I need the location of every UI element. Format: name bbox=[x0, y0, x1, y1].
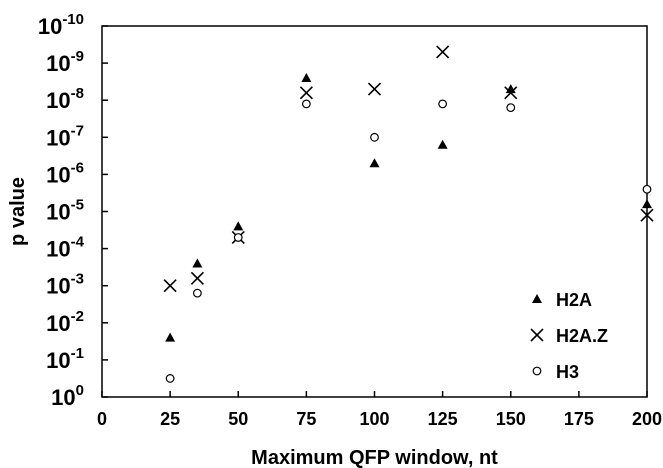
data-point bbox=[301, 72, 312, 82]
data-points bbox=[163, 45, 654, 383]
y-tick-label: 10-6 bbox=[46, 159, 84, 187]
data-point bbox=[192, 258, 203, 268]
y-tick-label: 10-7 bbox=[46, 122, 84, 150]
cross-stroke bbox=[530, 328, 544, 342]
cross-stroke bbox=[190, 271, 204, 285]
data-point bbox=[642, 199, 652, 209]
y-tick-label: 10-3 bbox=[46, 271, 84, 299]
y-tick-label: 10-5 bbox=[46, 197, 84, 225]
x-tick-label: 125 bbox=[428, 409, 458, 429]
data-point bbox=[165, 332, 176, 342]
data-point bbox=[437, 139, 448, 149]
x-axis-ticks: 0 25 50 75 100 125 150 175 200 bbox=[97, 391, 662, 429]
y-axis-title: p value bbox=[7, 177, 29, 246]
data-point bbox=[233, 221, 244, 231]
cross-stroke bbox=[504, 86, 518, 100]
x-tick-label: 200 bbox=[632, 409, 662, 429]
data-point bbox=[299, 86, 313, 100]
y-axis-ticks: 100 10-1 10-2 10-3 10-4 10-5 10-6 10-7 10-8 10-9 1… bbox=[38, 11, 108, 410]
cross-stroke bbox=[299, 86, 313, 100]
y-tick-label: 10-10 bbox=[38, 11, 84, 39]
legend-label: H2A bbox=[556, 290, 592, 310]
y-tick-label: 10-1 bbox=[46, 345, 84, 373]
data-point bbox=[640, 208, 654, 222]
data-point bbox=[367, 82, 382, 96]
data-point bbox=[436, 45, 450, 59]
legend-marker bbox=[532, 294, 542, 303]
data-point bbox=[233, 233, 243, 242]
data-point bbox=[370, 132, 379, 142]
data-point bbox=[301, 99, 311, 109]
cross-stroke bbox=[436, 45, 450, 59]
y-tick-label: 10-2 bbox=[46, 308, 84, 336]
x-tick-label: 25 bbox=[160, 409, 180, 429]
series-h3 bbox=[165, 99, 652, 383]
x-tick-label: 75 bbox=[296, 409, 316, 429]
y-tick-label: 100 bbox=[51, 382, 84, 410]
data-point bbox=[506, 103, 516, 113]
x-tick-label: 0 bbox=[97, 409, 107, 429]
legend-label: H2A.Z bbox=[556, 326, 608, 346]
data-point bbox=[165, 374, 175, 383]
x-tick-label: 100 bbox=[359, 409, 389, 429]
legend-label: H3 bbox=[556, 362, 579, 382]
x-tick-label: 150 bbox=[496, 409, 526, 429]
data-point bbox=[438, 99, 448, 109]
cross-stroke bbox=[367, 82, 382, 96]
data-point bbox=[192, 288, 202, 298]
x-tick-label: 50 bbox=[228, 409, 248, 429]
legend: H2A H2A.Z H3 bbox=[530, 290, 608, 382]
y-tick-label: 10-9 bbox=[46, 48, 84, 76]
cross-stroke bbox=[640, 208, 654, 222]
data-point bbox=[504, 86, 518, 100]
data-point bbox=[190, 271, 204, 285]
x-axis-title: Maximum QFP window, nt bbox=[251, 447, 498, 468]
data-point bbox=[163, 279, 177, 293]
legend-marker bbox=[530, 328, 544, 342]
y-tick-label: 10-4 bbox=[46, 234, 84, 262]
series-h2a-z bbox=[163, 45, 654, 293]
data-point bbox=[642, 184, 652, 194]
legend-marker bbox=[532, 366, 542, 376]
y-tick-label: 10-8 bbox=[46, 85, 84, 113]
data-point bbox=[369, 158, 380, 168]
x-tick-label: 175 bbox=[564, 409, 594, 429]
series-h2a bbox=[165, 72, 652, 342]
cross-stroke bbox=[163, 279, 177, 293]
